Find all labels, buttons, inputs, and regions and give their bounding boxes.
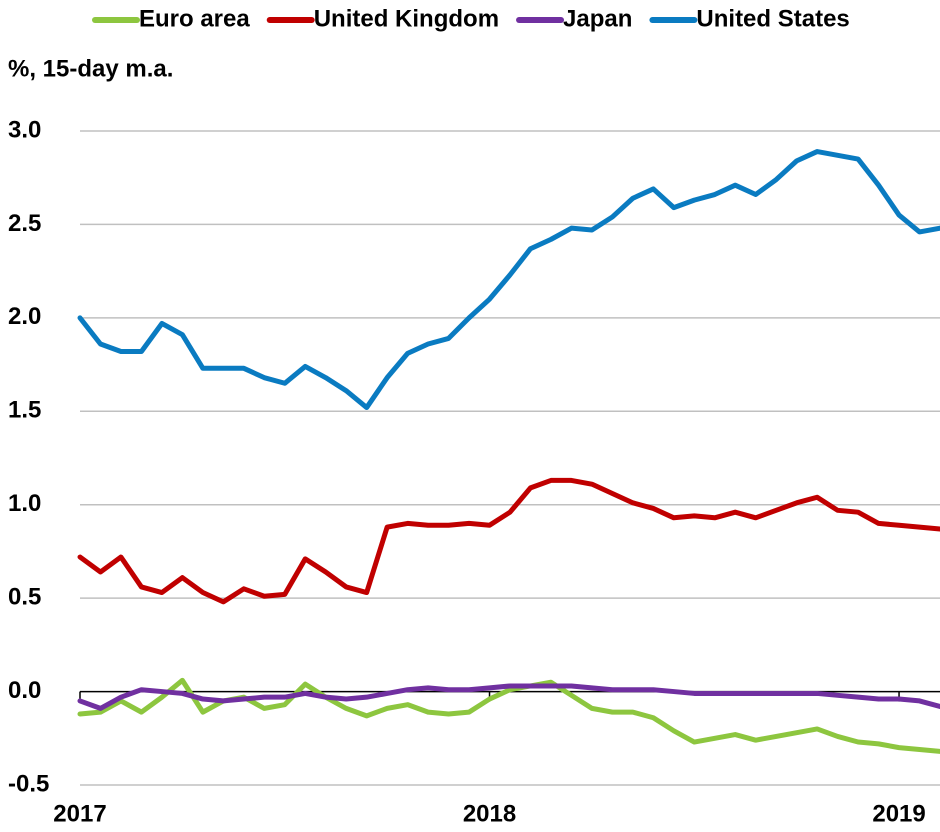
y-tick-label: -0.5 bbox=[8, 770, 49, 797]
legend-label: United Kingdom bbox=[314, 5, 499, 32]
x-tick-label: 2018 bbox=[463, 800, 516, 827]
y-tick-label: 1.0 bbox=[8, 490, 41, 517]
y-axis-label: %, 15-day m.a. bbox=[8, 55, 173, 82]
y-tick-label: 3.0 bbox=[8, 116, 41, 143]
series-line bbox=[77, 477, 940, 605]
series-line bbox=[77, 149, 940, 411]
legend-label: Japan bbox=[563, 5, 632, 32]
x-tick-label: 2019 bbox=[872, 800, 925, 827]
x-tick-label: 2017 bbox=[53, 800, 106, 827]
y-tick-label: 2.0 bbox=[8, 303, 41, 330]
y-tick-label: 2.5 bbox=[8, 210, 41, 237]
y-tick-label: 0.0 bbox=[8, 677, 41, 704]
series-line bbox=[77, 683, 940, 711]
y-tick-label: 1.5 bbox=[8, 397, 41, 424]
y-tick-label: 0.5 bbox=[8, 583, 41, 610]
legend-label: United States bbox=[696, 5, 849, 32]
legend-label: Euro area bbox=[139, 5, 250, 32]
